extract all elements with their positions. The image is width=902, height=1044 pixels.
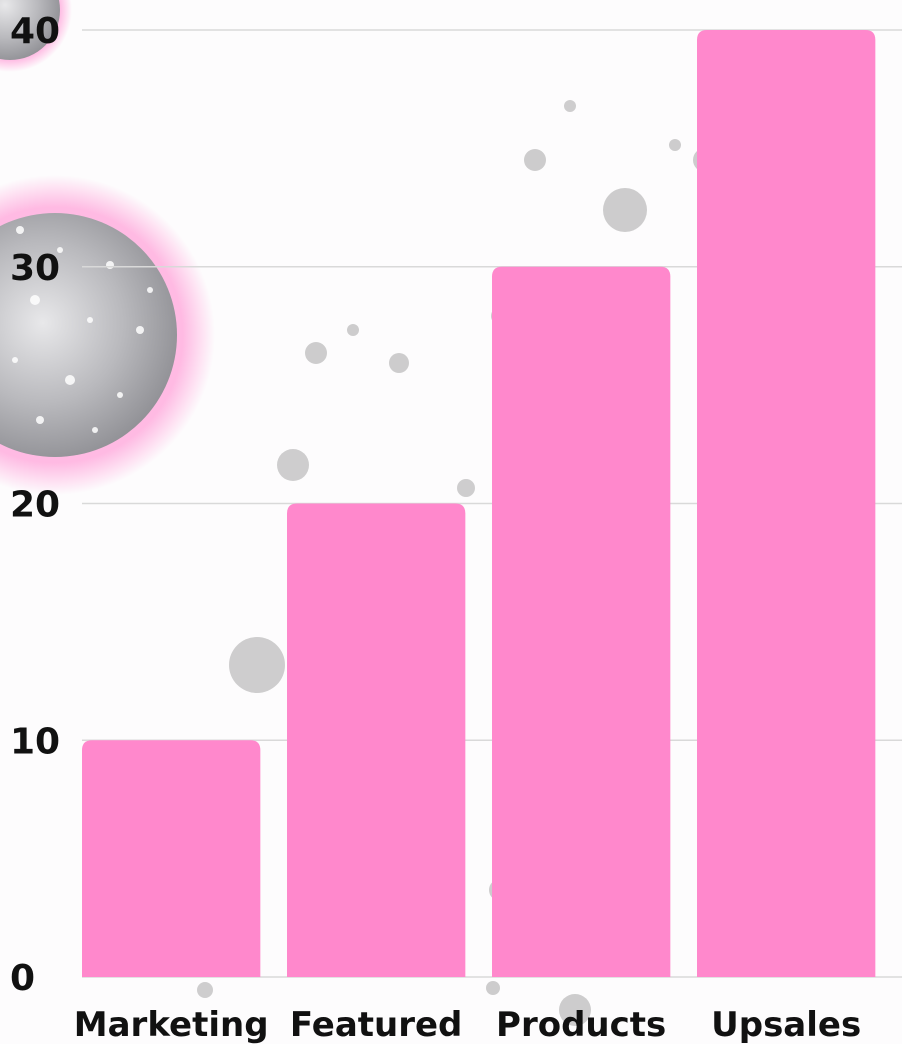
y-tick-label: 0 — [10, 958, 35, 999]
y-tick-label: 10 — [10, 721, 60, 762]
y-axis-tick-labels: 0 10 20 30 40 — [10, 11, 60, 999]
bar-marketing — [82, 740, 261, 977]
bar-upsales — [697, 30, 876, 977]
category-label-upsales: Upsales — [711, 1005, 861, 1044]
category-label-featured: Featured — [290, 1005, 462, 1044]
category-label-products: Products — [496, 1005, 666, 1044]
bar-featured — [287, 503, 466, 977]
glitter-orb — [0, 213, 177, 457]
bars — [82, 30, 876, 977]
glitter-orb-top-fill — [0, 0, 60, 60]
bar-products — [492, 266, 671, 977]
y-tick-label: 30 — [10, 248, 60, 289]
y-tick-label: 40 — [10, 11, 60, 52]
y-tick-label: 20 — [10, 485, 60, 526]
category-label-marketing: Marketing — [74, 1005, 269, 1044]
decorative-background — [0, 0, 721, 1026]
x-axis-category-labels: Marketing Featured Products Upsales — [74, 1005, 861, 1044]
